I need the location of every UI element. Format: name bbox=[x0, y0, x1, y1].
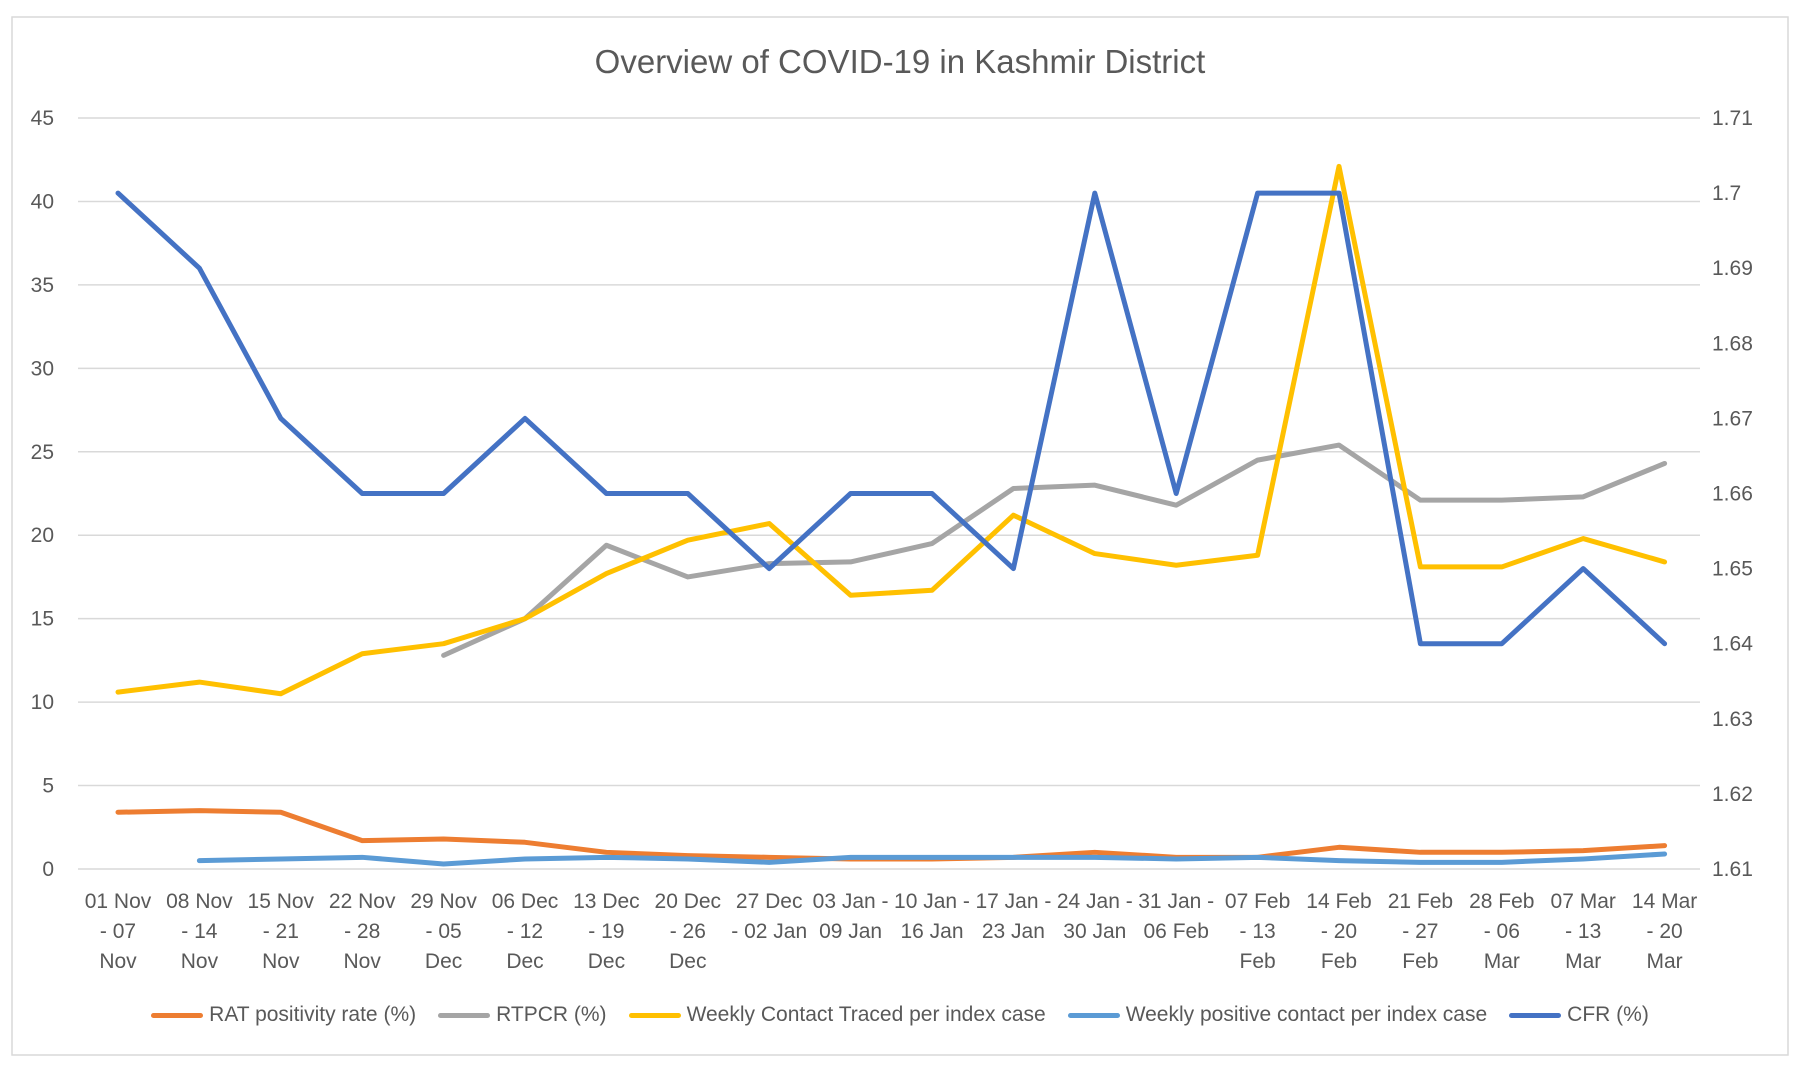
x-tick-label: 21 Feb bbox=[1388, 890, 1453, 913]
legend-item: RAT positivity rate (%) bbox=[151, 1003, 416, 1027]
x-tick-label: Feb bbox=[1321, 950, 1357, 973]
x-tick-label: Feb bbox=[1402, 950, 1438, 973]
y-right-tick-label: 1.63 bbox=[1712, 708, 1753, 731]
x-tick-label: Mar bbox=[1484, 950, 1520, 973]
x-tick-label: - 27 bbox=[1402, 920, 1438, 943]
x-tick-label: - 21 bbox=[263, 920, 299, 943]
y-right-tick-label: 1.61 bbox=[1712, 858, 1753, 881]
legend-swatch bbox=[151, 1012, 204, 1018]
legend-label: Weekly Contact Traced per index case bbox=[686, 1003, 1046, 1026]
x-tick-label: - 05 bbox=[426, 920, 462, 943]
y-left-tick-label: 0 bbox=[42, 858, 54, 881]
x-tick-label: 30 Jan bbox=[1063, 920, 1126, 943]
legend-item: Weekly positive contact per index case bbox=[1067, 1003, 1488, 1027]
legend-swatch bbox=[1509, 1012, 1562, 1018]
legend: RAT positivity rate (%) RTPCR (%) Weekly C… bbox=[0, 1003, 1800, 1027]
x-tick-label: - 13 bbox=[1565, 920, 1601, 943]
legend-item: RTPCR (%) bbox=[438, 1003, 607, 1027]
y-left-tick-label: 15 bbox=[31, 608, 54, 631]
x-tick-label: Nov bbox=[99, 950, 137, 973]
y-right-tick-label: 1.64 bbox=[1712, 633, 1753, 656]
y-right-tick-label: 1.69 bbox=[1712, 257, 1753, 280]
x-tick-label: Feb bbox=[1240, 950, 1276, 973]
x-tick-label: 15 Nov bbox=[248, 890, 315, 913]
y-left-tick-label: 35 bbox=[31, 274, 54, 297]
y-left-tick-label: 5 bbox=[42, 775, 54, 798]
x-tick-label: 22 Nov bbox=[329, 890, 396, 913]
legend-item: CFR (%) bbox=[1509, 1003, 1649, 1027]
y-right-tick-label: 1.65 bbox=[1712, 558, 1753, 581]
x-tick-label: 17 Jan - bbox=[975, 890, 1051, 913]
y-left-tick-label: 45 bbox=[31, 107, 54, 130]
y-left-tick-label: 30 bbox=[31, 357, 54, 380]
x-tick-label: 14 Mar bbox=[1632, 890, 1697, 913]
x-tick-label: - 20 bbox=[1321, 920, 1357, 943]
x-tick-label: 09 Jan bbox=[819, 920, 882, 943]
x-tick-label: 08 Nov bbox=[166, 890, 233, 913]
x-tick-label: 28 Feb bbox=[1469, 890, 1534, 913]
x-tick-label: 06 Dec bbox=[492, 890, 559, 913]
x-tick-label: Nov bbox=[262, 950, 300, 973]
y-left-tick-label: 25 bbox=[31, 441, 54, 464]
y-right-tick-label: 1.62 bbox=[1712, 783, 1753, 806]
legend-swatch bbox=[628, 1012, 681, 1018]
x-tick-label: 20 Dec bbox=[655, 890, 722, 913]
x-tick-label: 31 Jan - bbox=[1138, 890, 1214, 913]
y-left-tick-label: 10 bbox=[31, 691, 54, 714]
x-tick-label: Dec bbox=[588, 950, 625, 973]
x-tick-label: Mar bbox=[1565, 950, 1601, 973]
x-tick-label: Dec bbox=[506, 950, 543, 973]
x-tick-label: - 28 bbox=[344, 920, 380, 943]
legend-label: RAT positivity rate (%) bbox=[209, 1003, 417, 1026]
legend-swatch bbox=[438, 1012, 491, 1018]
y-right-tick-label: 1.67 bbox=[1712, 407, 1753, 430]
y-right-tick-label: 1.68 bbox=[1712, 332, 1753, 355]
x-tick-label: Nov bbox=[181, 950, 219, 973]
x-tick-label: - 20 bbox=[1647, 920, 1683, 943]
x-tick-label: - 02 Jan bbox=[731, 920, 807, 943]
x-tick-label: 16 Jan bbox=[900, 920, 963, 943]
x-tick-label: - 19 bbox=[588, 920, 624, 943]
x-tick-label: 01 Nov bbox=[85, 890, 152, 913]
x-tick-label: - 14 bbox=[181, 920, 218, 943]
x-tick-label: 14 Feb bbox=[1306, 890, 1371, 913]
legend-label: CFR (%) bbox=[1567, 1003, 1649, 1026]
x-tick-label: - 13 bbox=[1240, 920, 1276, 943]
y-right-tick-label: 1.7 bbox=[1712, 182, 1741, 205]
chart-border bbox=[11, 16, 1789, 1056]
x-tick-label: Nov bbox=[344, 950, 382, 973]
x-tick-label: 24 Jan - bbox=[1057, 890, 1133, 913]
chart-title: Overview of COVID-19 in Kashmir District bbox=[595, 43, 1206, 80]
x-tick-label: - 07 bbox=[100, 920, 136, 943]
x-tick-label: 27 Dec bbox=[736, 890, 803, 913]
x-tick-label: - 12 bbox=[507, 920, 543, 943]
series-line-4 bbox=[115, 190, 1668, 647]
x-tick-label: - 06 bbox=[1484, 920, 1520, 943]
x-tick-label: Dec bbox=[669, 950, 706, 973]
x-tick-label: 23 Jan bbox=[982, 920, 1045, 943]
legend-label: RTPCR (%) bbox=[496, 1003, 607, 1026]
legend-item: Weekly Contact Traced per index case bbox=[628, 1003, 1046, 1027]
series-line-2 bbox=[115, 163, 1668, 697]
x-tick-label: 29 Nov bbox=[410, 890, 477, 913]
series-line-1 bbox=[441, 442, 1668, 658]
x-tick-label: 07 Mar bbox=[1551, 890, 1616, 913]
x-tick-label: Mar bbox=[1647, 950, 1683, 973]
x-tick-label: 03 Jan - bbox=[813, 890, 889, 913]
x-tick-label: Dec bbox=[425, 950, 462, 973]
y-right-tick-label: 1.66 bbox=[1712, 483, 1753, 506]
legend-swatch bbox=[1067, 1012, 1120, 1018]
x-tick-label: 07 Feb bbox=[1225, 890, 1290, 913]
x-tick-label: - 26 bbox=[670, 920, 706, 943]
x-tick-label: 06 Feb bbox=[1144, 920, 1209, 943]
y-left-tick-label: 20 bbox=[31, 524, 54, 547]
x-tick-label: 13 Dec bbox=[573, 890, 640, 913]
y-right-tick-label: 1.71 bbox=[1712, 107, 1753, 130]
series-line-3 bbox=[196, 851, 1668, 867]
y-left-tick-label: 40 bbox=[31, 190, 54, 213]
x-tick-label: 10 Jan - bbox=[894, 890, 970, 913]
legend-label: Weekly positive contact per index case bbox=[1125, 1003, 1488, 1026]
